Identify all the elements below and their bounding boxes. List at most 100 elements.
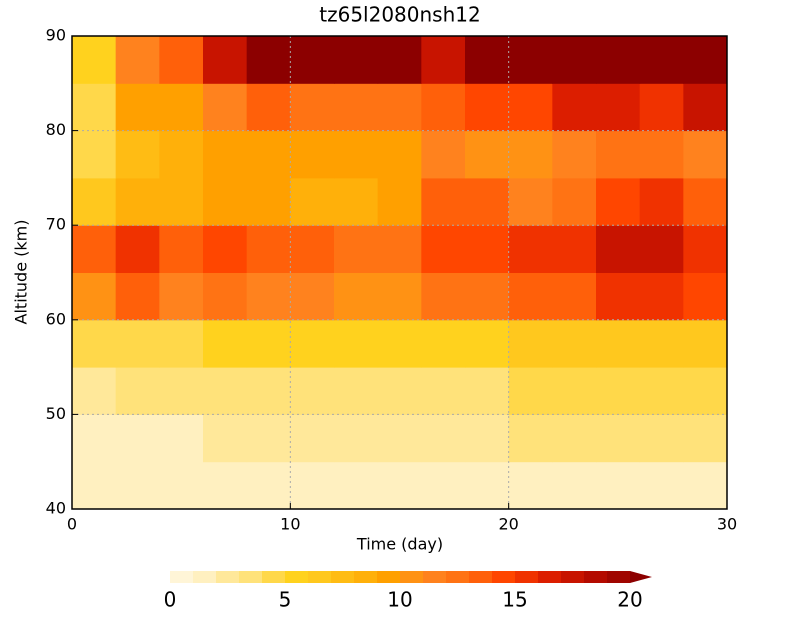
colorbar-box (538, 571, 562, 583)
plot-frame (71, 35, 728, 510)
heat-cell (72, 461, 117, 510)
heat-cell (639, 130, 684, 179)
heat-cell (639, 272, 684, 321)
x-tick-label: 10 (280, 515, 300, 534)
heat-cell (159, 83, 204, 132)
heat-cell (290, 83, 335, 132)
heat-cell (290, 461, 335, 510)
heat-cell (334, 83, 379, 132)
colorbar-box (584, 571, 608, 583)
heat-cell (246, 272, 291, 321)
heat-cell (639, 461, 684, 510)
x-axis-label: Time (day) (356, 535, 443, 554)
heat-cell (421, 461, 466, 510)
heat-cell (639, 177, 684, 226)
heat-cell (159, 414, 204, 463)
heat-cell (552, 461, 597, 510)
heat-cell (377, 177, 422, 226)
heat-cell (552, 414, 597, 463)
colorbar-box (561, 571, 585, 583)
heat-cell (246, 367, 291, 415)
colorbar-box (285, 571, 309, 583)
colorbar-box (377, 571, 401, 583)
heat-cell (508, 367, 553, 415)
colorbar-box (308, 571, 332, 583)
heat-cell (465, 414, 510, 463)
y-tick-label: 70 (46, 215, 66, 234)
colorbar-tick-label: 5 (279, 588, 292, 612)
heat-cell (159, 461, 204, 510)
heat-cell (290, 272, 335, 321)
heat-cell (552, 225, 597, 273)
heat-cell (421, 225, 466, 273)
heat-cell (465, 461, 510, 510)
heat-cell (552, 130, 597, 179)
heat-cell (421, 36, 466, 84)
heat-cell (246, 83, 291, 132)
heat-cell (552, 367, 597, 415)
heat-cell (159, 272, 204, 321)
heat-cell (377, 130, 422, 179)
colorbar-box (469, 571, 493, 583)
heat-cell (115, 272, 160, 321)
heat-cell (290, 367, 335, 415)
colorbar-box (216, 571, 240, 583)
heat-cell (639, 367, 684, 415)
heat-cell (159, 130, 204, 179)
heat-cell (552, 36, 597, 84)
heat-cell (203, 414, 248, 463)
heat-cell (377, 319, 422, 368)
heat-cell (72, 319, 117, 368)
heat-cell (159, 36, 204, 84)
colorbar-box (492, 571, 516, 583)
heat-cell (508, 319, 553, 368)
chart-title: tz65l2080nsh12 (319, 3, 480, 27)
heat-cell (639, 319, 684, 368)
y-tick-label: 40 (46, 499, 66, 518)
heat-cell (203, 130, 248, 179)
heat-cell (465, 177, 510, 226)
heat-cell (596, 367, 641, 415)
heat-cell (72, 83, 117, 132)
heat-cell (377, 272, 422, 321)
heat-cell (115, 83, 160, 132)
heat-cell (334, 130, 379, 179)
heat-cell (290, 36, 335, 84)
heat-cell (596, 414, 641, 463)
heat-cell (203, 36, 248, 84)
heat-cell (508, 461, 553, 510)
heat-cell (508, 130, 553, 179)
heat-cell (72, 177, 117, 226)
heat-cell (683, 272, 728, 321)
heat-cell (246, 36, 291, 84)
colorbar-box (170, 571, 194, 583)
heat-cell (683, 367, 728, 415)
heat-cell (203, 225, 248, 273)
heat-cell (552, 83, 597, 132)
heat-cell (159, 225, 204, 273)
heat-cell (377, 461, 422, 510)
heat-cell (377, 225, 422, 273)
heat-cell (552, 319, 597, 368)
heat-cell (596, 177, 641, 226)
heat-cell (639, 225, 684, 273)
heat-cell (203, 319, 248, 368)
heat-cell (159, 319, 204, 368)
heat-cell (596, 225, 641, 273)
heat-cell (115, 461, 160, 510)
heat-cell (334, 414, 379, 463)
heat-cell (508, 177, 553, 226)
y-tick-label: 60 (46, 309, 66, 328)
colorbar-box (262, 571, 286, 583)
heat-cell (683, 83, 728, 132)
heat-cell (421, 367, 466, 415)
x-tick-label: 30 (717, 515, 737, 534)
heat-cell (508, 36, 553, 84)
heat-cell (639, 414, 684, 463)
heat-cell (683, 414, 728, 463)
heat-cell (639, 83, 684, 132)
heat-cell (72, 225, 117, 273)
heat-cell (334, 36, 379, 84)
colorbar-box (423, 571, 447, 583)
heat-cell (203, 367, 248, 415)
